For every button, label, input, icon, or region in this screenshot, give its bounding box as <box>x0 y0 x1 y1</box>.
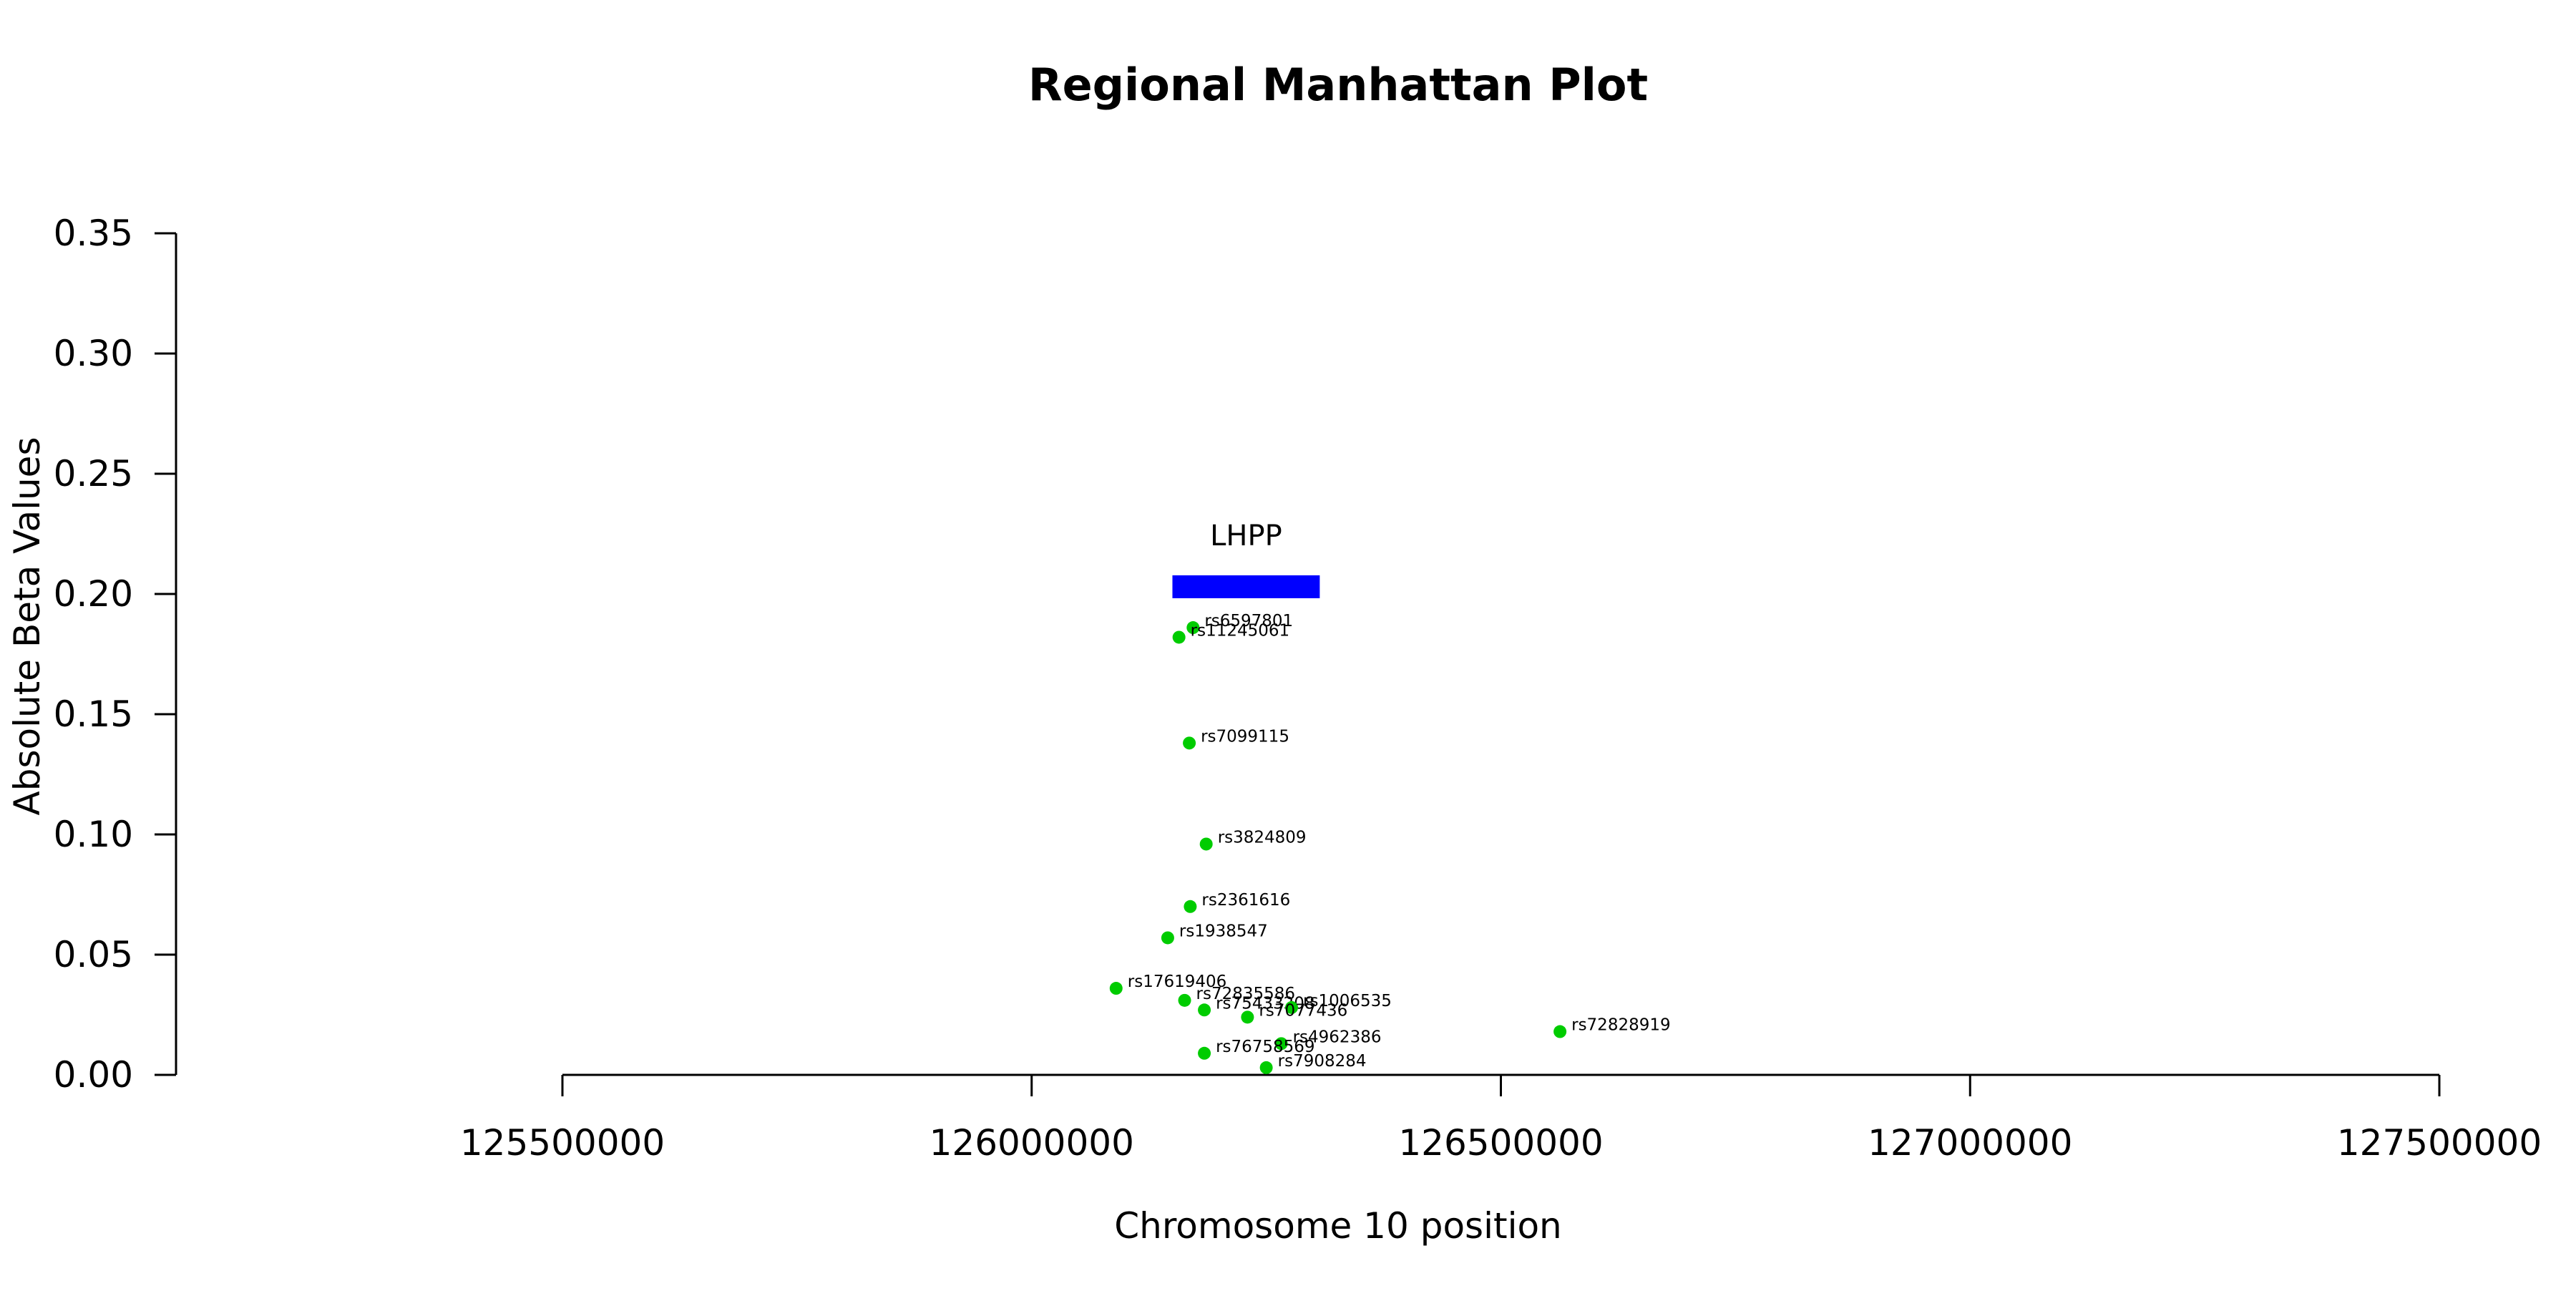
snp-label: rs1938547 <box>1179 922 1268 940</box>
snp-point <box>1241 1010 1254 1024</box>
snp-label: rs4962386 <box>1293 1028 1382 1046</box>
y-tick-label: 0.25 <box>54 453 133 495</box>
snp-label: rs2361616 <box>1201 891 1290 910</box>
snp-point <box>1259 1061 1273 1074</box>
snp-point <box>1553 1025 1567 1038</box>
x-tick-label: 126000000 <box>930 1122 1134 1164</box>
snp-point <box>1184 900 1197 913</box>
gene-label: LHPP <box>1210 520 1282 552</box>
snp-point <box>1198 1003 1211 1017</box>
snp-point <box>1172 630 1186 644</box>
snp-label: rs72835586 <box>1196 985 1296 1003</box>
y-tick-label: 0.30 <box>54 333 133 374</box>
snp-point <box>1161 931 1174 945</box>
y-tick-label: 0.00 <box>54 1054 133 1096</box>
snp-label: rs1006535 <box>1303 992 1392 1010</box>
x-tick-label: 125500000 <box>460 1122 665 1164</box>
snp-point <box>1186 621 1200 635</box>
snp-label: rs75433208 <box>1216 994 1315 1013</box>
snp-label: rs72828919 <box>1571 1016 1671 1035</box>
snp-label: rs11245061 <box>1191 621 1290 640</box>
snp-label: rs7908284 <box>1278 1052 1367 1071</box>
snp-label: rs3824809 <box>1218 828 1307 847</box>
snp-label: rs7099115 <box>1201 727 1289 746</box>
x-axis: 125500000 126000000 126500000 127000000 1275… <box>460 1073 2542 1164</box>
snp-label: rs7077436 <box>1259 1001 1347 1020</box>
y-tick-label: 0.05 <box>54 934 133 975</box>
x-tick-label: 126500000 <box>1398 1122 1603 1164</box>
chart-title: Regional Manhattan Plot <box>1028 59 1648 111</box>
x-axis-label: Chromosome 10 position <box>1114 1205 1562 1247</box>
y-tick-label: 0.35 <box>54 213 133 254</box>
x-tick-label: 127500000 <box>2337 1122 2542 1164</box>
y-axis-label: Absolute Beta Values <box>6 437 48 816</box>
y-tick-label: 0.20 <box>54 573 133 615</box>
y-axis: 0.00 0.05 0.10 0.15 0.20 0.25 0.30 0.35 <box>54 213 177 1096</box>
x-tick-label: 127000000 <box>1868 1122 2072 1164</box>
snp-point <box>1183 736 1196 750</box>
gene-layer: LHPP <box>1172 520 1320 598</box>
y-tick-label: 0.10 <box>54 814 133 855</box>
snp-point <box>1274 1037 1288 1051</box>
snp-label: rs6597801 <box>1204 612 1293 630</box>
snp-label: rs17619406 <box>1128 973 1227 991</box>
snp-point <box>1199 837 1213 851</box>
y-tick-label: 0.15 <box>54 693 133 735</box>
snp-point <box>1285 1000 1299 1014</box>
snp-label: rs76758569 <box>1216 1038 1315 1056</box>
gene-bar <box>1172 575 1320 598</box>
snp-point <box>1178 993 1191 1007</box>
snp-point <box>1109 982 1123 995</box>
snp-point <box>1198 1046 1211 1060</box>
